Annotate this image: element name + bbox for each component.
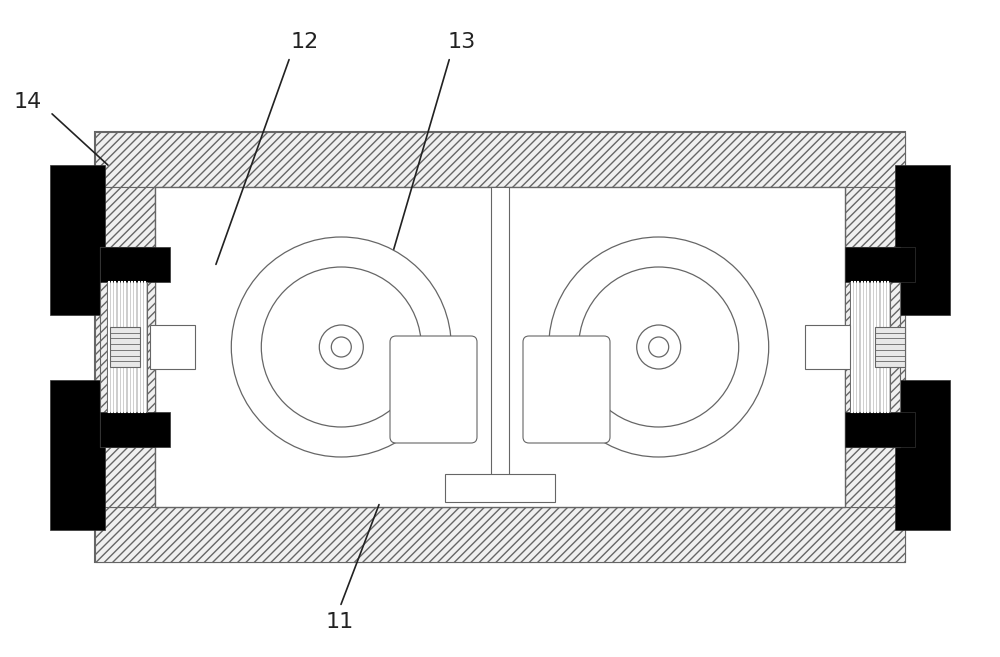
Bar <box>95 132 905 187</box>
Circle shape <box>579 267 739 427</box>
Bar <box>100 412 170 447</box>
Circle shape <box>331 337 351 357</box>
Circle shape <box>231 237 451 457</box>
Bar <box>50 164 105 315</box>
Text: 12: 12 <box>291 32 319 52</box>
Bar <box>491 187 509 487</box>
Circle shape <box>549 237 769 457</box>
Bar <box>150 325 195 369</box>
Bar <box>95 187 155 507</box>
Bar <box>155 187 845 507</box>
Text: 14: 14 <box>14 92 42 112</box>
Circle shape <box>649 337 669 357</box>
Bar <box>95 132 905 562</box>
Bar <box>895 380 950 530</box>
Circle shape <box>319 325 363 369</box>
FancyBboxPatch shape <box>390 336 477 443</box>
Bar <box>107 282 147 412</box>
Bar <box>110 327 140 367</box>
Circle shape <box>637 325 681 369</box>
Bar <box>50 380 105 530</box>
Bar <box>95 507 905 562</box>
Bar <box>845 187 905 507</box>
Bar <box>100 247 155 447</box>
Bar <box>445 474 555 502</box>
FancyBboxPatch shape <box>523 336 610 443</box>
Bar <box>805 325 850 369</box>
Bar <box>875 327 905 367</box>
Bar <box>100 247 170 282</box>
Bar <box>845 247 915 282</box>
Text: 11: 11 <box>326 612 354 632</box>
Bar <box>850 282 890 412</box>
Text: 13: 13 <box>448 32 476 52</box>
Circle shape <box>261 267 421 427</box>
Bar <box>845 412 915 447</box>
Bar <box>845 247 900 447</box>
Bar <box>895 164 950 315</box>
